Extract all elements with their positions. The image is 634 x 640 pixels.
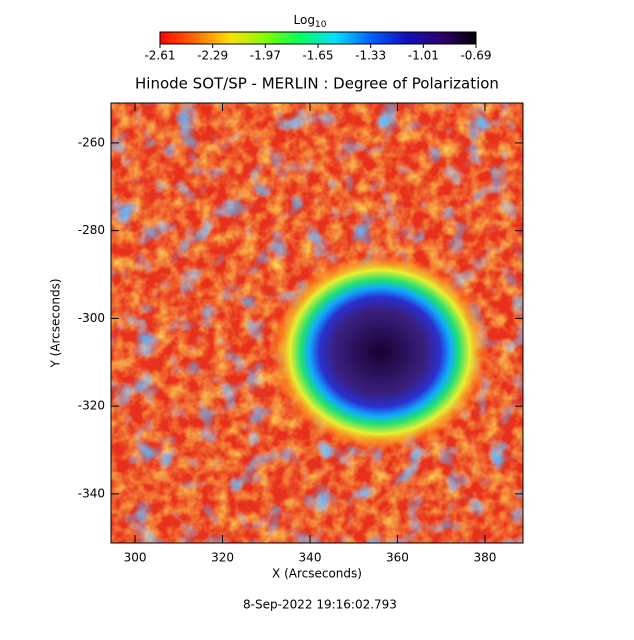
footer: 8-Sep-2022 19:16:02.793 bbox=[243, 598, 397, 612]
y-tick-label: -260 bbox=[78, 135, 105, 149]
x-tick-label: 300 bbox=[124, 551, 147, 565]
colorbar-tick-label: -1.33 bbox=[355, 49, 386, 63]
chart-title: Hinode SOT/SP - MERLIN : Degree of Polar… bbox=[135, 75, 499, 93]
colorbar-tick-label: -1.65 bbox=[302, 49, 333, 63]
colorbar bbox=[159, 31, 477, 45]
colorbar-tick-label: -2.29 bbox=[197, 49, 228, 63]
x-tick-label: 380 bbox=[473, 551, 496, 565]
image bbox=[111, 103, 523, 543]
colorbar-tick-label: -0.69 bbox=[460, 49, 491, 63]
plot-frame bbox=[110, 102, 524, 544]
x-axis-label: X (Arcseconds) bbox=[272, 567, 362, 581]
colorbar-tick-label: -2.61 bbox=[144, 49, 175, 63]
y-tick-label: -320 bbox=[78, 399, 105, 413]
colorbar-label: Log10 bbox=[294, 13, 327, 30]
y-axis-label: Y (Arcseconds) bbox=[49, 278, 63, 368]
x-tick-label: 340 bbox=[299, 551, 322, 565]
y-tick-label: -280 bbox=[78, 223, 105, 237]
colorbar-tick-label: -1.01 bbox=[408, 49, 439, 63]
x-tick-label: 320 bbox=[211, 551, 234, 565]
y-tick-label: -300 bbox=[78, 311, 105, 325]
colorbar-tick-label: -1.97 bbox=[250, 49, 281, 63]
y-tick-label: -340 bbox=[78, 486, 105, 500]
x-tick-label: 360 bbox=[386, 551, 409, 565]
